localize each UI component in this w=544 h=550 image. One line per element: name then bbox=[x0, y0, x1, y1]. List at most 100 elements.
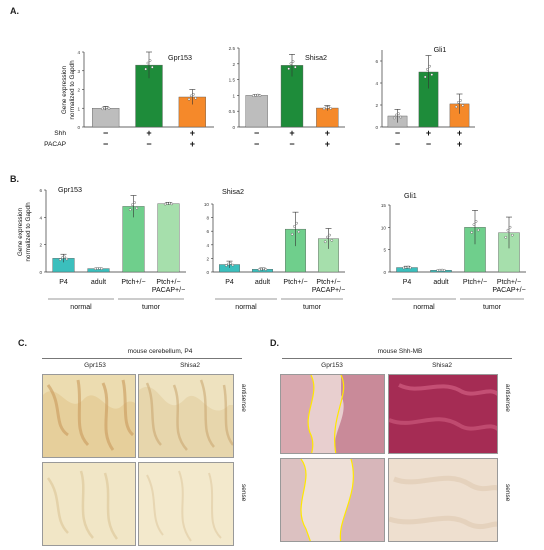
data-point bbox=[107, 107, 111, 110]
data-point bbox=[192, 93, 195, 96]
sign-cell: + bbox=[426, 128, 431, 138]
panel-d-row-sense: sense bbox=[504, 484, 511, 502]
data-point bbox=[166, 202, 169, 205]
panel-c-col-gpr153: Gpr153 bbox=[84, 362, 106, 369]
y-tick-label: 0 bbox=[77, 125, 80, 130]
panel-c-title-rule bbox=[42, 358, 242, 359]
chart-a-gli1: 0 2 4 6 Gli1 bbox=[375, 45, 475, 130]
panel-d-title-rule bbox=[282, 358, 512, 359]
group-label: normal bbox=[70, 304, 92, 311]
data-point bbox=[329, 107, 332, 110]
y-tick-label: 8 bbox=[206, 216, 209, 221]
sign-cell: + bbox=[190, 128, 195, 138]
data-point bbox=[293, 65, 297, 69]
data-point bbox=[327, 105, 330, 109]
data-point bbox=[295, 221, 298, 225]
panel-c-row-sense: sense bbox=[240, 484, 247, 502]
data-point bbox=[402, 266, 406, 270]
data-point bbox=[438, 268, 442, 272]
chart-a-shisa2: 0 0.5 1 1.5 2 2.5 Shisa2 bbox=[229, 46, 345, 130]
data-point bbox=[506, 228, 510, 232]
chart-title: Gpr153 bbox=[58, 185, 82, 194]
data-point bbox=[133, 201, 136, 204]
panel-d-col-shisa2: Shisa2 bbox=[432, 362, 452, 369]
data-point bbox=[442, 268, 446, 272]
category-label: adult bbox=[255, 279, 270, 286]
data-point bbox=[472, 223, 476, 226]
chart-title: Gpr153 bbox=[168, 53, 192, 62]
chart-title: Gli1 bbox=[404, 191, 417, 200]
panel-c-row-antisense: antisense bbox=[240, 384, 247, 412]
data-point bbox=[289, 62, 293, 65]
category-label: Ptch+/− bbox=[156, 279, 180, 286]
panel-d-gpr153-sense-image bbox=[280, 458, 385, 542]
bar bbox=[245, 95, 268, 128]
panel-d-title: mouse Shh-MB bbox=[377, 348, 423, 355]
data-point bbox=[128, 208, 132, 211]
y-axis-label: normalized to Gapdh bbox=[69, 60, 76, 120]
y-tick-label: 4 bbox=[375, 81, 378, 86]
data-point bbox=[508, 225, 512, 229]
panel-b-letter: B. bbox=[10, 174, 19, 184]
y-tick-label: 2 bbox=[77, 88, 80, 93]
y-tick-label: 2.5 bbox=[229, 46, 236, 51]
data-point bbox=[101, 107, 104, 111]
group-label: tumor bbox=[303, 304, 322, 311]
y-tick-label: 0.5 bbox=[229, 109, 236, 114]
data-point bbox=[187, 97, 191, 101]
data-point bbox=[330, 239, 334, 242]
data-point bbox=[61, 256, 64, 259]
sign-cell: + bbox=[325, 139, 330, 149]
group-label: normal bbox=[235, 304, 257, 311]
panel-a-charts: Gene expression normalized to Gapdh 0 1 2 3 4… bbox=[44, 45, 475, 149]
y-tick-label: 2 bbox=[39, 243, 42, 248]
data-point bbox=[256, 93, 260, 97]
panel-c-gpr153-antisense-image bbox=[42, 374, 136, 458]
y-tick-label: 2 bbox=[206, 256, 209, 261]
data-point bbox=[297, 230, 301, 234]
data-point bbox=[252, 94, 255, 97]
category-label: PACAP+/− bbox=[312, 287, 345, 294]
data-point bbox=[227, 262, 230, 266]
data-point bbox=[395, 113, 398, 117]
sign-cell: + bbox=[289, 128, 294, 138]
category-label: PACAP+/− bbox=[492, 287, 525, 294]
data-point bbox=[399, 115, 403, 119]
sign-cell: − bbox=[395, 128, 400, 138]
data-point bbox=[65, 257, 69, 261]
data-point bbox=[170, 202, 174, 206]
data-point bbox=[229, 262, 232, 265]
data-point bbox=[328, 233, 331, 237]
panel-c-letter: C. bbox=[18, 338, 27, 348]
data-point bbox=[163, 202, 167, 206]
y-tick-label: 1 bbox=[77, 106, 80, 111]
data-point bbox=[144, 67, 147, 71]
data-point bbox=[326, 235, 329, 239]
data-point bbox=[322, 107, 326, 111]
data-point bbox=[436, 269, 440, 272]
data-point bbox=[291, 60, 295, 63]
bar bbox=[316, 107, 339, 128]
data-point bbox=[105, 106, 109, 109]
data-point bbox=[262, 267, 265, 271]
data-point bbox=[100, 267, 104, 270]
data-point bbox=[103, 106, 106, 110]
y-tick-label: 6 bbox=[206, 229, 209, 234]
data-point bbox=[408, 266, 412, 270]
bar bbox=[178, 96, 206, 128]
data-point bbox=[98, 267, 101, 270]
panel-c-title: mouse cerebellum, P4 bbox=[127, 348, 193, 355]
data-point bbox=[168, 201, 171, 205]
panel-c-gpr153-sense-image bbox=[42, 462, 136, 546]
data-point bbox=[258, 94, 262, 97]
data-point bbox=[440, 268, 444, 272]
y-tick-label: 2 bbox=[232, 62, 235, 67]
y-tick-label: 5 bbox=[383, 248, 386, 253]
data-point bbox=[426, 68, 429, 71]
sign-cell: − bbox=[146, 139, 151, 149]
panel-c-shisa2-sense-image bbox=[138, 462, 234, 546]
data-point bbox=[150, 65, 154, 69]
y-tick-label: 10 bbox=[381, 225, 387, 230]
data-point bbox=[58, 258, 62, 261]
